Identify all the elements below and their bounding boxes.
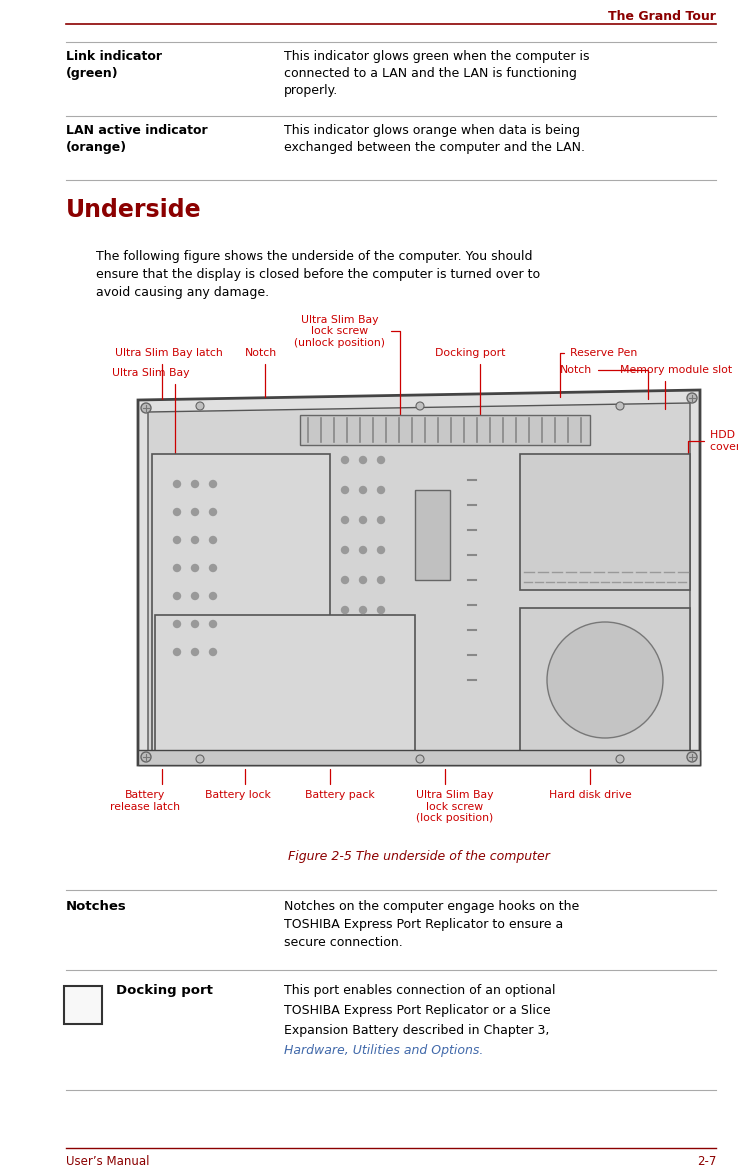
Circle shape [378,517,384,524]
Circle shape [191,593,199,600]
Circle shape [687,752,697,762]
Text: This indicator glows green when the computer is
connected to a LAN and the LAN i: This indicator glows green when the comp… [284,50,590,97]
Circle shape [359,606,367,613]
Circle shape [196,402,204,410]
Text: Docking port: Docking port [435,348,506,429]
Circle shape [210,593,216,600]
Circle shape [378,577,384,584]
Circle shape [191,537,199,544]
Text: Figure 2-5 The underside of the computer: Figure 2-5 The underside of the computer [288,850,550,863]
Text: Ultra Slim Bay latch: Ultra Slim Bay latch [115,348,223,400]
Circle shape [191,481,199,488]
Text: Ultra Slim Bay
lock screw
(unlock position): Ultra Slim Bay lock screw (unlock positi… [294,315,400,417]
Text: Ultra Slim Bay: Ultra Slim Bay [112,368,190,507]
Circle shape [416,402,424,410]
Text: Hardware, Utilities and Options.: Hardware, Utilities and Options. [284,1044,483,1057]
Circle shape [173,648,181,655]
Circle shape [141,403,151,413]
Circle shape [210,620,216,627]
Circle shape [616,755,624,763]
Text: LAN active indicator
(orange): LAN active indicator (orange) [66,124,207,154]
Text: TOSHIBA Express Port Replicator or a Slice: TOSHIBA Express Port Replicator or a Sli… [284,1004,551,1017]
Text: 2-7: 2-7 [697,1154,716,1168]
Text: Hard disk drive: Hard disk drive [548,769,632,800]
Circle shape [616,402,624,410]
Bar [520,608,690,752]
Circle shape [210,648,216,655]
Circle shape [191,648,199,655]
Circle shape [191,565,199,572]
Text: Battery
release latch: Battery release latch [110,769,180,811]
Text: Reserve Pen: Reserve Pen [560,348,637,397]
Circle shape [141,752,151,762]
Text: HDD pack
cover screws: HDD pack cover screws [688,430,738,477]
Polygon shape [148,403,690,755]
Text: User’s Manual: User’s Manual [66,1154,150,1168]
Circle shape [173,620,181,627]
Circle shape [342,577,348,584]
Circle shape [173,593,181,600]
Text: This indicator glows orange when data is being
exchanged between the computer an: This indicator glows orange when data is… [284,124,585,154]
Text: Notches: Notches [66,900,127,913]
Circle shape [173,509,181,516]
Circle shape [687,393,697,403]
Circle shape [378,457,384,463]
Text: Expansion Battery described in Chapter 3,: Expansion Battery described in Chapter 3… [284,1024,549,1037]
Circle shape [210,537,216,544]
Text: Ultra Slim Bay
lock screw
(lock position): Ultra Slim Bay lock screw (lock position… [416,769,494,823]
Bar [520,454,690,590]
Bar [64,986,102,1024]
Text: Docking port: Docking port [116,984,213,997]
Circle shape [378,606,384,613]
Text: Battery pack: Battery pack [305,769,375,800]
Circle shape [359,546,367,553]
Text: Underside: Underside [66,198,201,222]
Text: The following figure shows the underside of the computer. You should
ensure that: The following figure shows the underside… [96,250,540,299]
Text: Notches on the computer engage hooks on the
TOSHIBA Express Port Replicator to e: Notches on the computer engage hooks on … [284,900,579,949]
Circle shape [359,577,367,584]
Circle shape [342,457,348,463]
Text: This port enables connection of an optional: This port enables connection of an optio… [284,984,556,997]
Circle shape [191,509,199,516]
Circle shape [342,546,348,553]
Circle shape [359,517,367,524]
Text: Battery lock: Battery lock [205,769,271,800]
Circle shape [196,755,204,763]
Circle shape [342,606,348,613]
Text: The Grand Tour: The Grand Tour [608,11,716,23]
Polygon shape [138,390,700,765]
Circle shape [416,755,424,763]
Circle shape [342,517,348,524]
Circle shape [210,509,216,516]
Circle shape [359,486,367,493]
Text: Notch: Notch [560,364,648,400]
Circle shape [191,620,199,627]
Bar [138,750,700,765]
Bar [415,490,450,580]
Circle shape [342,486,348,493]
Circle shape [210,565,216,572]
Circle shape [173,537,181,544]
Circle shape [210,481,216,488]
Circle shape [378,486,384,493]
Circle shape [359,457,367,463]
Circle shape [173,565,181,572]
Circle shape [547,622,663,738]
Bar [300,415,590,445]
Text: Notch: Notch [245,348,277,397]
Text: Link indicator
(green): Link indicator (green) [66,50,162,80]
Circle shape [378,546,384,553]
Bar [155,615,415,752]
Bar [152,454,330,755]
Text: Memory module slot: Memory module slot [620,364,732,409]
Circle shape [173,481,181,488]
